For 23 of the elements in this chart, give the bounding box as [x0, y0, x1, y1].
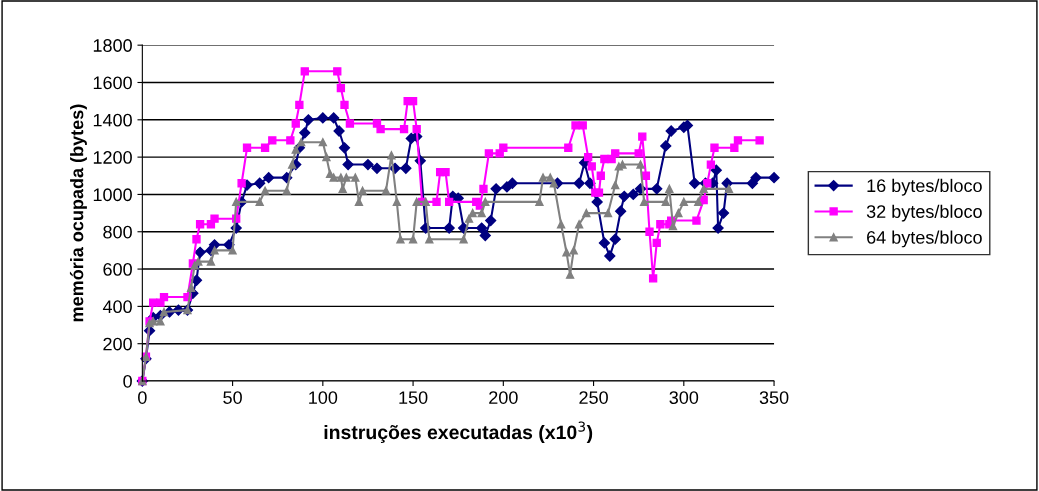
legend-label: 16 bytes/bloco	[867, 178, 982, 196]
y-tick-label: 1400	[93, 113, 132, 127]
y-tick-label: 400	[102, 300, 132, 314]
x-tick-label: 100	[309, 391, 338, 404]
y-tick-label: 1800	[93, 39, 132, 52]
legend-label: 32 bytes/bloco	[866, 204, 982, 222]
y-tick-label: 800	[103, 225, 132, 239]
x-tick-label: 50	[223, 391, 242, 404]
x-axis-title: instruções executadas (x10$^{3}$)	[324, 421, 593, 444]
y-axis-title: memória ocupada (bytes)	[69, 104, 87, 322]
x-tick-label: 200	[489, 391, 518, 404]
y-tick-label: 200	[103, 337, 132, 351]
x-tick-label: 150	[399, 391, 428, 404]
legend-label: 64 bytes/bloco	[867, 230, 982, 248]
y-tick-label: 0	[123, 374, 132, 388]
y-tick-label: 1200	[93, 151, 132, 164]
y-tick-label: 1600	[93, 76, 132, 90]
y-tick-label: 600	[103, 263, 132, 276]
y-tick-label: 1000	[93, 188, 132, 202]
x-tick-label: 300	[669, 391, 699, 404]
x-tick-label: 350	[759, 391, 789, 404]
x-tick-label: 0	[138, 391, 147, 404]
x-tick-label: 250	[579, 391, 608, 404]
